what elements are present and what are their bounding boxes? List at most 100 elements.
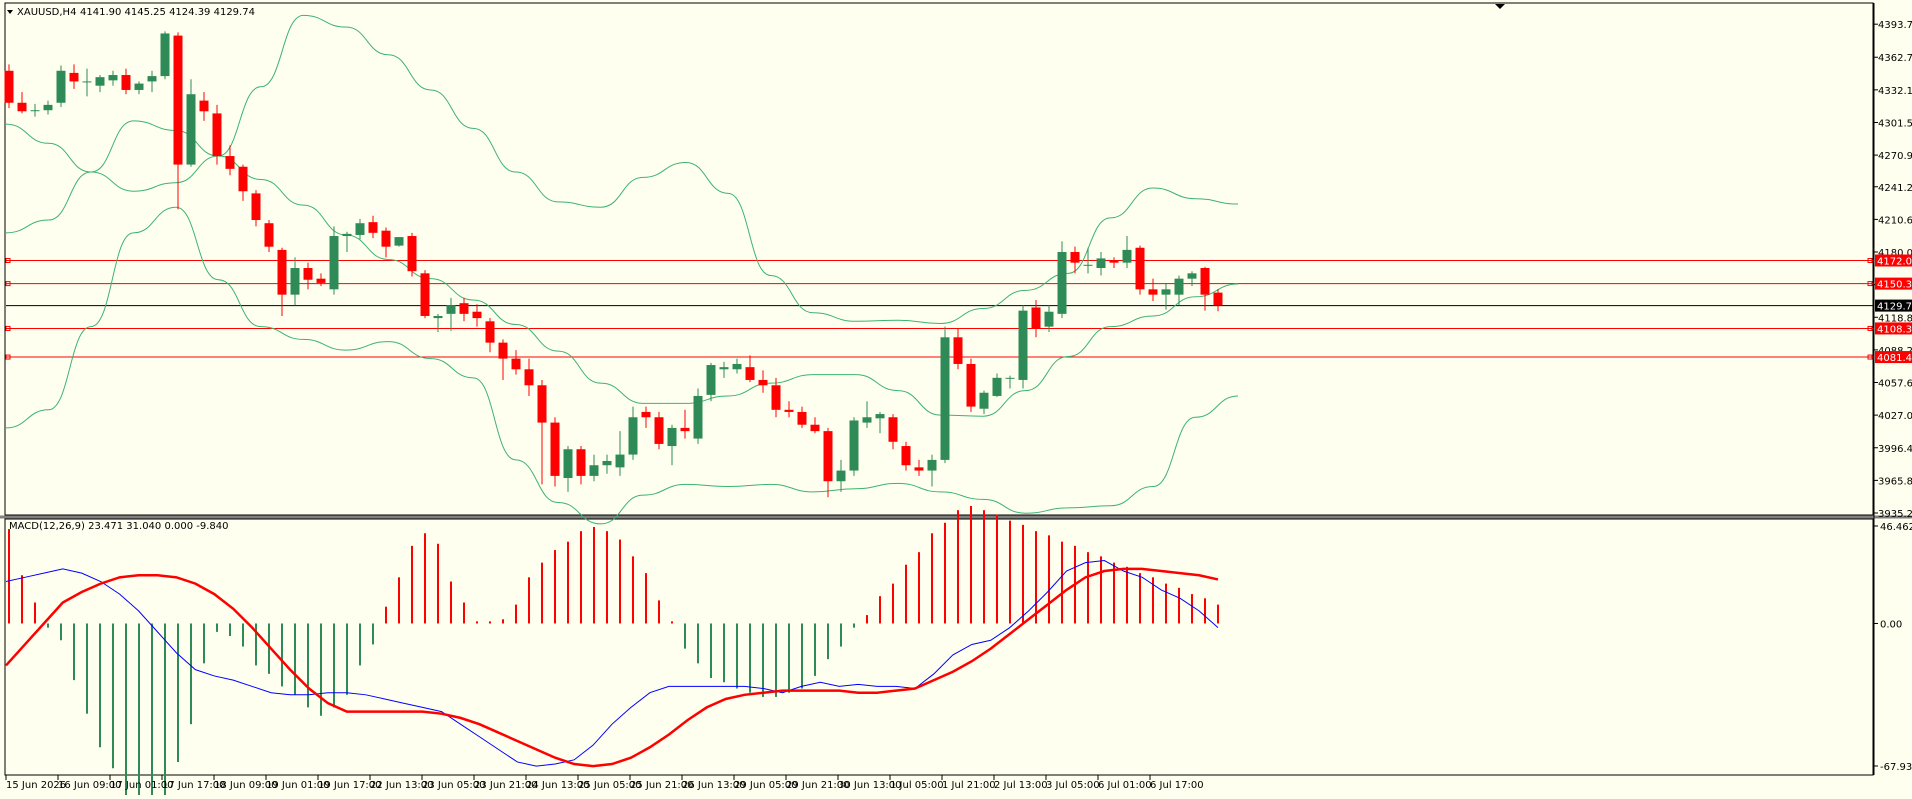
price-tick-label: 4332.10 <box>1878 86 1912 97</box>
price-tag-label: 4150.37 <box>1877 280 1912 291</box>
bull-candle <box>56 70 66 103</box>
bear-candle <box>238 166 248 192</box>
horizontal-levels <box>5 258 1874 360</box>
bear-candle <box>641 411 651 418</box>
bear-candle <box>966 363 976 407</box>
symbol-label: XAUUSD,H4 <box>17 7 76 18</box>
time-tick-label: 16 Jun 09:00 <box>58 780 122 791</box>
price-tick-label: 4180.00 <box>1878 248 1912 259</box>
bear-candle <box>953 337 963 364</box>
time-tick-label: 1 Jul 05:00 <box>890 780 944 791</box>
bull-candle <box>849 420 859 471</box>
time-tick-label: 29 Jun 21:00 <box>786 780 850 791</box>
price-tag-box <box>1875 254 1912 267</box>
time-tick-label: 22 Jun 13:00 <box>370 780 434 791</box>
bull-candle <box>95 77 105 86</box>
bull-candle <box>706 365 716 395</box>
bull-candle <box>355 223 365 235</box>
price-tag-box <box>1875 351 1912 364</box>
bear-candle <box>654 417 664 444</box>
bear-candle <box>1135 247 1145 290</box>
bull-candle <box>433 315 443 319</box>
price-tag-label: 4081.47 <box>1877 353 1912 364</box>
bear-candle <box>1070 252 1080 263</box>
bull-candle <box>940 337 950 460</box>
macd-pane-frame <box>4 518 1874 776</box>
bull-candle <box>1005 377 1015 379</box>
bull-candle <box>342 233 352 237</box>
bear-candle <box>771 385 781 410</box>
bear-candle <box>680 427 690 432</box>
bull-candle <box>1057 252 1067 314</box>
level-anchor-right <box>1867 281 1873 287</box>
bear-candle <box>901 446 911 466</box>
bull-candle <box>693 395 703 439</box>
bull-candle <box>563 449 573 479</box>
price-tick-label: 4027.00 <box>1878 411 1912 422</box>
signal-line <box>5 567 1219 768</box>
bear-candle <box>420 273 430 316</box>
time-tick-label: 2 Jul 13:00 <box>994 780 1048 791</box>
time-tick-label: 24 Jun 13:00 <box>526 780 590 791</box>
bear-candle <box>550 422 560 476</box>
time-tick-label: 19 Jun 01:00 <box>266 780 330 791</box>
chart-shift-marker-icon[interactable] <box>1495 4 1505 9</box>
bull-candle <box>1083 264 1093 266</box>
time-tick-label: 17 Jun 17:00 <box>162 780 226 791</box>
bear-candle <box>1031 307 1041 329</box>
symbol-dropdown-icon[interactable] <box>7 10 13 14</box>
bear-candle <box>1109 260 1119 263</box>
bear-candle <box>576 449 586 476</box>
time-tick-label: 3 Jul 05:00 <box>1046 780 1100 791</box>
price-tag-label: 4172.03 <box>1877 257 1912 268</box>
bull-candle <box>602 460 612 466</box>
bear-candle <box>4 70 14 103</box>
price-tick-label: 4270.90 <box>1878 151 1912 162</box>
macd-tick-label: 0.00 <box>1880 619 1902 630</box>
bull-candle <box>836 470 846 482</box>
bull-candle <box>394 237 404 246</box>
time-tick-label: 18 Jun 09:00 <box>214 780 278 791</box>
price-tick-label: 3935.20 <box>1878 509 1912 520</box>
price-tag-label: 4129.74 <box>1877 302 1912 313</box>
bull-candle <box>1187 273 1197 279</box>
macd-tick-label: -67.933 <box>1880 762 1912 773</box>
price-tick-label: 4393.70 <box>1878 20 1912 31</box>
price-tick-label: 4301.50 <box>1878 118 1912 129</box>
bear-candle <box>914 467 924 471</box>
bear-candle <box>303 268 313 280</box>
level-anchor-right <box>1867 354 1873 360</box>
bear-candle <box>758 379 768 386</box>
price-tick-label: 4210.60 <box>1878 215 1912 226</box>
bull-candle <box>667 427 677 447</box>
bull-candle <box>43 104 53 111</box>
price-tag-box <box>1875 277 1912 290</box>
bull-candle <box>875 414 885 419</box>
time-tick-label: 6 Jul 17:00 <box>1150 780 1204 791</box>
time-tick-label: 25 Jun 21:00 <box>630 780 694 791</box>
bull-candle <box>719 367 729 370</box>
bull-candle <box>108 75 118 81</box>
bear-candle <box>381 230 391 247</box>
bear-candle <box>511 358 521 370</box>
bear-candle <box>251 193 261 221</box>
bear-candle <box>1148 289 1158 295</box>
bear-candle <box>524 369 534 386</box>
bear-candle <box>810 424 820 432</box>
bear-candle <box>368 222 378 233</box>
bull-candle <box>927 459 937 471</box>
level-anchor-left <box>5 281 11 287</box>
time-tick-label: 23 Jun 21:00 <box>474 780 538 791</box>
bull-candle <box>446 305 456 314</box>
time-tick-label: 15 Jun 2026 <box>6 780 66 791</box>
bear-candle <box>173 35 183 165</box>
bear-candle <box>17 102 27 112</box>
time-tick-label: 17 Jun 01:00 <box>110 780 174 791</box>
bear-candle <box>316 278 326 283</box>
macd-line <box>5 560 1219 767</box>
level-anchor-right <box>1867 325 1873 331</box>
bear-candle <box>472 311 482 319</box>
bull-candle <box>732 363 742 370</box>
